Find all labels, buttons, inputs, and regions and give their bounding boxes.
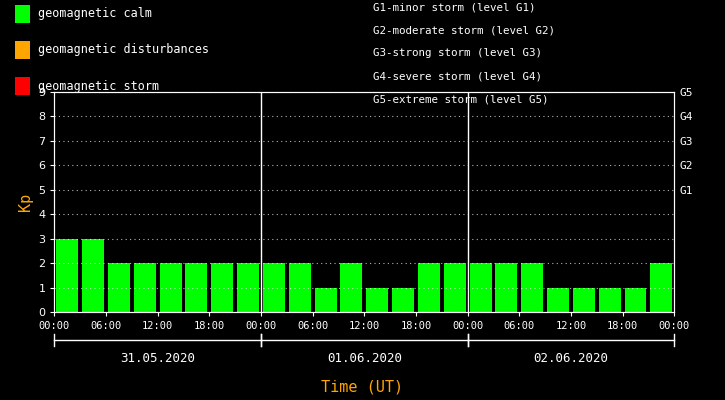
- Bar: [418, 263, 440, 312]
- Text: G2-moderate storm (level G2): G2-moderate storm (level G2): [373, 25, 555, 35]
- Text: geomagnetic disturbances: geomagnetic disturbances: [38, 44, 209, 56]
- Bar: [650, 263, 672, 312]
- Bar: [237, 263, 259, 312]
- Bar: [444, 263, 465, 312]
- Text: geomagnetic calm: geomagnetic calm: [38, 8, 152, 20]
- Bar: [470, 263, 492, 312]
- Bar: [624, 288, 647, 312]
- Text: geomagnetic storm: geomagnetic storm: [38, 80, 159, 92]
- Bar: [82, 239, 104, 312]
- Text: G1-minor storm (level G1): G1-minor storm (level G1): [373, 2, 536, 12]
- Bar: [160, 263, 181, 312]
- Bar: [573, 288, 594, 312]
- Bar: [134, 263, 156, 312]
- Bar: [341, 263, 362, 312]
- Text: G4-severe storm (level G4): G4-severe storm (level G4): [373, 72, 542, 82]
- Bar: [547, 288, 569, 312]
- Bar: [108, 263, 130, 312]
- Bar: [521, 263, 543, 312]
- Bar: [289, 263, 311, 312]
- Bar: [315, 288, 336, 312]
- Text: 31.05.2020: 31.05.2020: [120, 352, 195, 364]
- Bar: [599, 288, 621, 312]
- Text: G3-strong storm (level G3): G3-strong storm (level G3): [373, 48, 542, 58]
- Text: 02.06.2020: 02.06.2020: [534, 352, 608, 364]
- Text: Time (UT): Time (UT): [321, 379, 404, 394]
- Bar: [57, 239, 78, 312]
- Bar: [211, 263, 233, 312]
- Text: 01.06.2020: 01.06.2020: [327, 352, 402, 364]
- Bar: [392, 288, 414, 312]
- Bar: [263, 263, 285, 312]
- Text: G5-extreme storm (level G5): G5-extreme storm (level G5): [373, 95, 549, 105]
- Bar: [366, 288, 388, 312]
- Y-axis label: Kp: Kp: [17, 193, 33, 211]
- Bar: [186, 263, 207, 312]
- Bar: [495, 263, 518, 312]
